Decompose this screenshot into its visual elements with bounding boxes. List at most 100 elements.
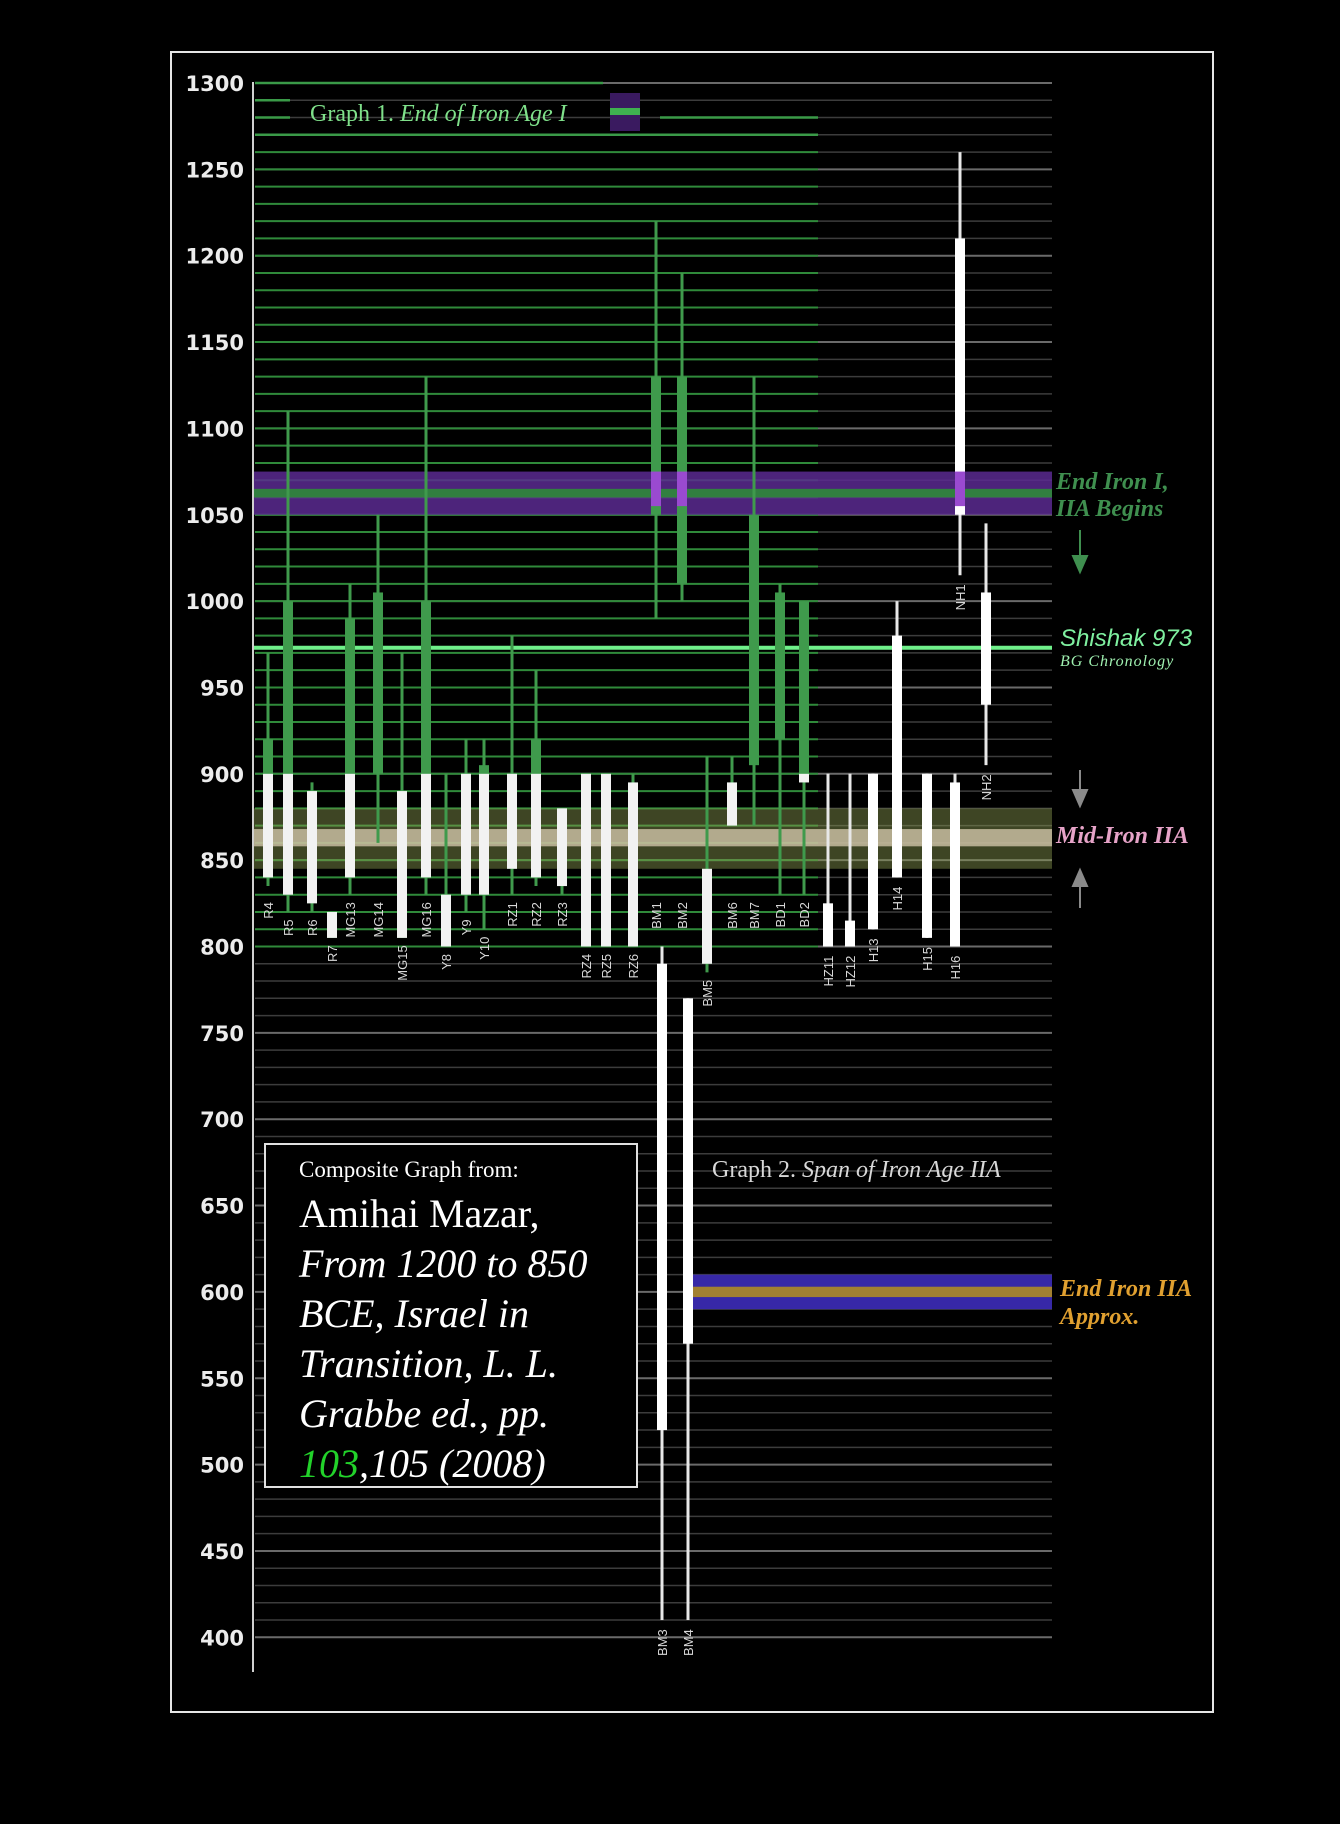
range-bar-band-mark (651, 471, 661, 507)
range-bar-low-RZ5 (601, 773, 611, 947)
range-bar-MG13 (345, 618, 355, 878)
range-bar-H15 (922, 773, 932, 938)
range-bar-H16 (950, 782, 960, 947)
y-tick-label: 550 (200, 1367, 244, 1391)
range-bar-low-Y8 (441, 894, 451, 947)
y-tick-label: 1100 (186, 417, 244, 441)
source-page-link[interactable]: 103 (299, 1441, 359, 1486)
bar-label-BM7: BM7 (747, 902, 762, 929)
range-bar-low-BM6 (727, 782, 737, 826)
bar-label-Y9: Y9 (459, 919, 474, 935)
bar-label-BM6: BM6 (725, 902, 740, 929)
range-bar-R5 (283, 601, 293, 895)
band-label-end-iron-iia: End Iron IIA (1059, 1276, 1192, 1302)
range-bar-NH1 (955, 238, 965, 515)
arrow-up-icon (1071, 867, 1089, 908)
range-bar-band-mark (955, 471, 965, 507)
band-label-approx: Approx. (1058, 1304, 1139, 1330)
bar-label-RZ2: RZ2 (529, 902, 544, 927)
bar-label-BM1: BM1 (649, 902, 664, 929)
graph1-title: Graph 1. End of Iron Age I (310, 101, 568, 127)
bar-label-RZ6: RZ6 (626, 954, 641, 979)
graph2-title: Graph 2. Span of Iron Age IIA (712, 1157, 1001, 1183)
y-tick-label: 700 (200, 1108, 244, 1132)
y-tick-label: 600 (200, 1281, 244, 1305)
bar-label-HZ12: HZ12 (843, 956, 858, 988)
y-tick-label: 1000 (186, 590, 244, 614)
bar-label-R4: R4 (261, 902, 276, 919)
range-bar-low-Y9 (461, 773, 471, 895)
band-layer (253, 471, 1052, 1310)
bar-layer (263, 152, 991, 1621)
y-tick-label: 850 (200, 849, 244, 873)
bar-label-BD2: BD2 (797, 902, 812, 927)
range-bar-H13 (868, 773, 878, 930)
range-bar-low-R4 (263, 773, 273, 878)
band-end-iron-iia (693, 1286, 1052, 1298)
y-tick-label: 1200 (186, 245, 244, 269)
bar-label-MG16: MG16 (419, 902, 434, 937)
bar-label-MG13: MG13 (343, 902, 358, 937)
bar-label-R6: R6 (305, 919, 320, 936)
range-bar-low-RZ2 (531, 773, 541, 878)
source-citation-box: Composite Graph from: Amihai Mazar, From… (264, 1143, 638, 1488)
bar-label-RZ4: RZ4 (579, 954, 594, 979)
band-mid-iron-iia (253, 829, 1052, 847)
range-bar-low-MG16 (421, 773, 431, 878)
range-bar-BM7 (749, 514, 759, 766)
range-bar-low-RZ6 (628, 782, 638, 947)
range-bar-HZ12 (845, 920, 855, 947)
range-bar-low-R7 (327, 911, 337, 938)
y-tick-label: 1300 (186, 72, 244, 96)
bar-label-Y10: Y10 (477, 937, 492, 960)
bar-label-H15: H15 (920, 947, 935, 971)
range-bar-low-BM5 (702, 868, 712, 964)
source-pages: 103,105 (2008) (299, 1439, 636, 1489)
range-bar-low-RZ3 (557, 808, 567, 887)
source-line-2: From 1200 to 850 (299, 1241, 588, 1286)
range-bar-low-MG15 (397, 791, 407, 938)
bar-label-MG14: MG14 (371, 902, 386, 937)
range-bar-MG14 (373, 592, 383, 774)
range-bar-low-RZ1 (507, 773, 517, 869)
source-author: Amihai Mazar, (299, 1191, 540, 1236)
band-label-bg-chronology: BG Chronology (1060, 653, 1174, 670)
source-line-4: Transition, L. L. (299, 1341, 559, 1386)
y-tick-label: 450 (200, 1540, 244, 1564)
bar-label-BM4: BM4 (681, 1629, 696, 1656)
bar-label-NH1: NH1 (953, 584, 968, 610)
bar-label-H16: H16 (948, 956, 963, 980)
range-bar-BM3 (657, 963, 667, 1431)
source-line-5: Grabbe ed., pp. (299, 1391, 549, 1436)
y-axis-ticks: 1300 1250 1200 1150 1100 1050 1000 950 900 850 800… (186, 72, 244, 1650)
band-label-mid-iron-iia: Mid-Iron IIA (1055, 823, 1189, 849)
bar-label-RZ1: RZ1 (505, 902, 520, 927)
range-bar-H14 (892, 635, 902, 878)
bar-label-BM3: BM3 (655, 1629, 670, 1656)
range-bar-BD1 (775, 592, 785, 740)
range-bar-low-R6 (307, 791, 317, 904)
y-tick-label: 650 (200, 1195, 244, 1219)
range-bar-low-MG13 (345, 773, 355, 878)
band-label-shishak: Shishak 973 (1060, 625, 1193, 652)
y-tick-label: 400 (200, 1626, 244, 1650)
range-bar-NH2 (981, 592, 991, 705)
bar-label-R7: R7 (325, 945, 340, 962)
bar-label-Y8: Y8 (439, 954, 454, 970)
range-bar-low-RZ4 (581, 773, 591, 947)
graph1-swatch-green (610, 108, 640, 115)
y-tick-label: 500 (200, 1454, 244, 1478)
chart-frame (170, 51, 1214, 1713)
range-bar-BM4 (683, 998, 693, 1344)
band-label-end-iron-i: End Iron I, (1055, 469, 1169, 495)
band-label-iia-begins: IIA Begins (1055, 496, 1163, 522)
bar-label-BD1: BD1 (773, 902, 788, 927)
y-tick-label: 800 (200, 936, 244, 960)
range-bar-BD2 (799, 601, 809, 783)
y-tick-label: 1150 (186, 331, 244, 355)
bar-label-MG15: MG15 (395, 945, 410, 980)
bar-label-H14: H14 (890, 887, 905, 911)
bar-label-BM5: BM5 (700, 980, 715, 1007)
arrow-down-icon-2 (1071, 770, 1089, 809)
